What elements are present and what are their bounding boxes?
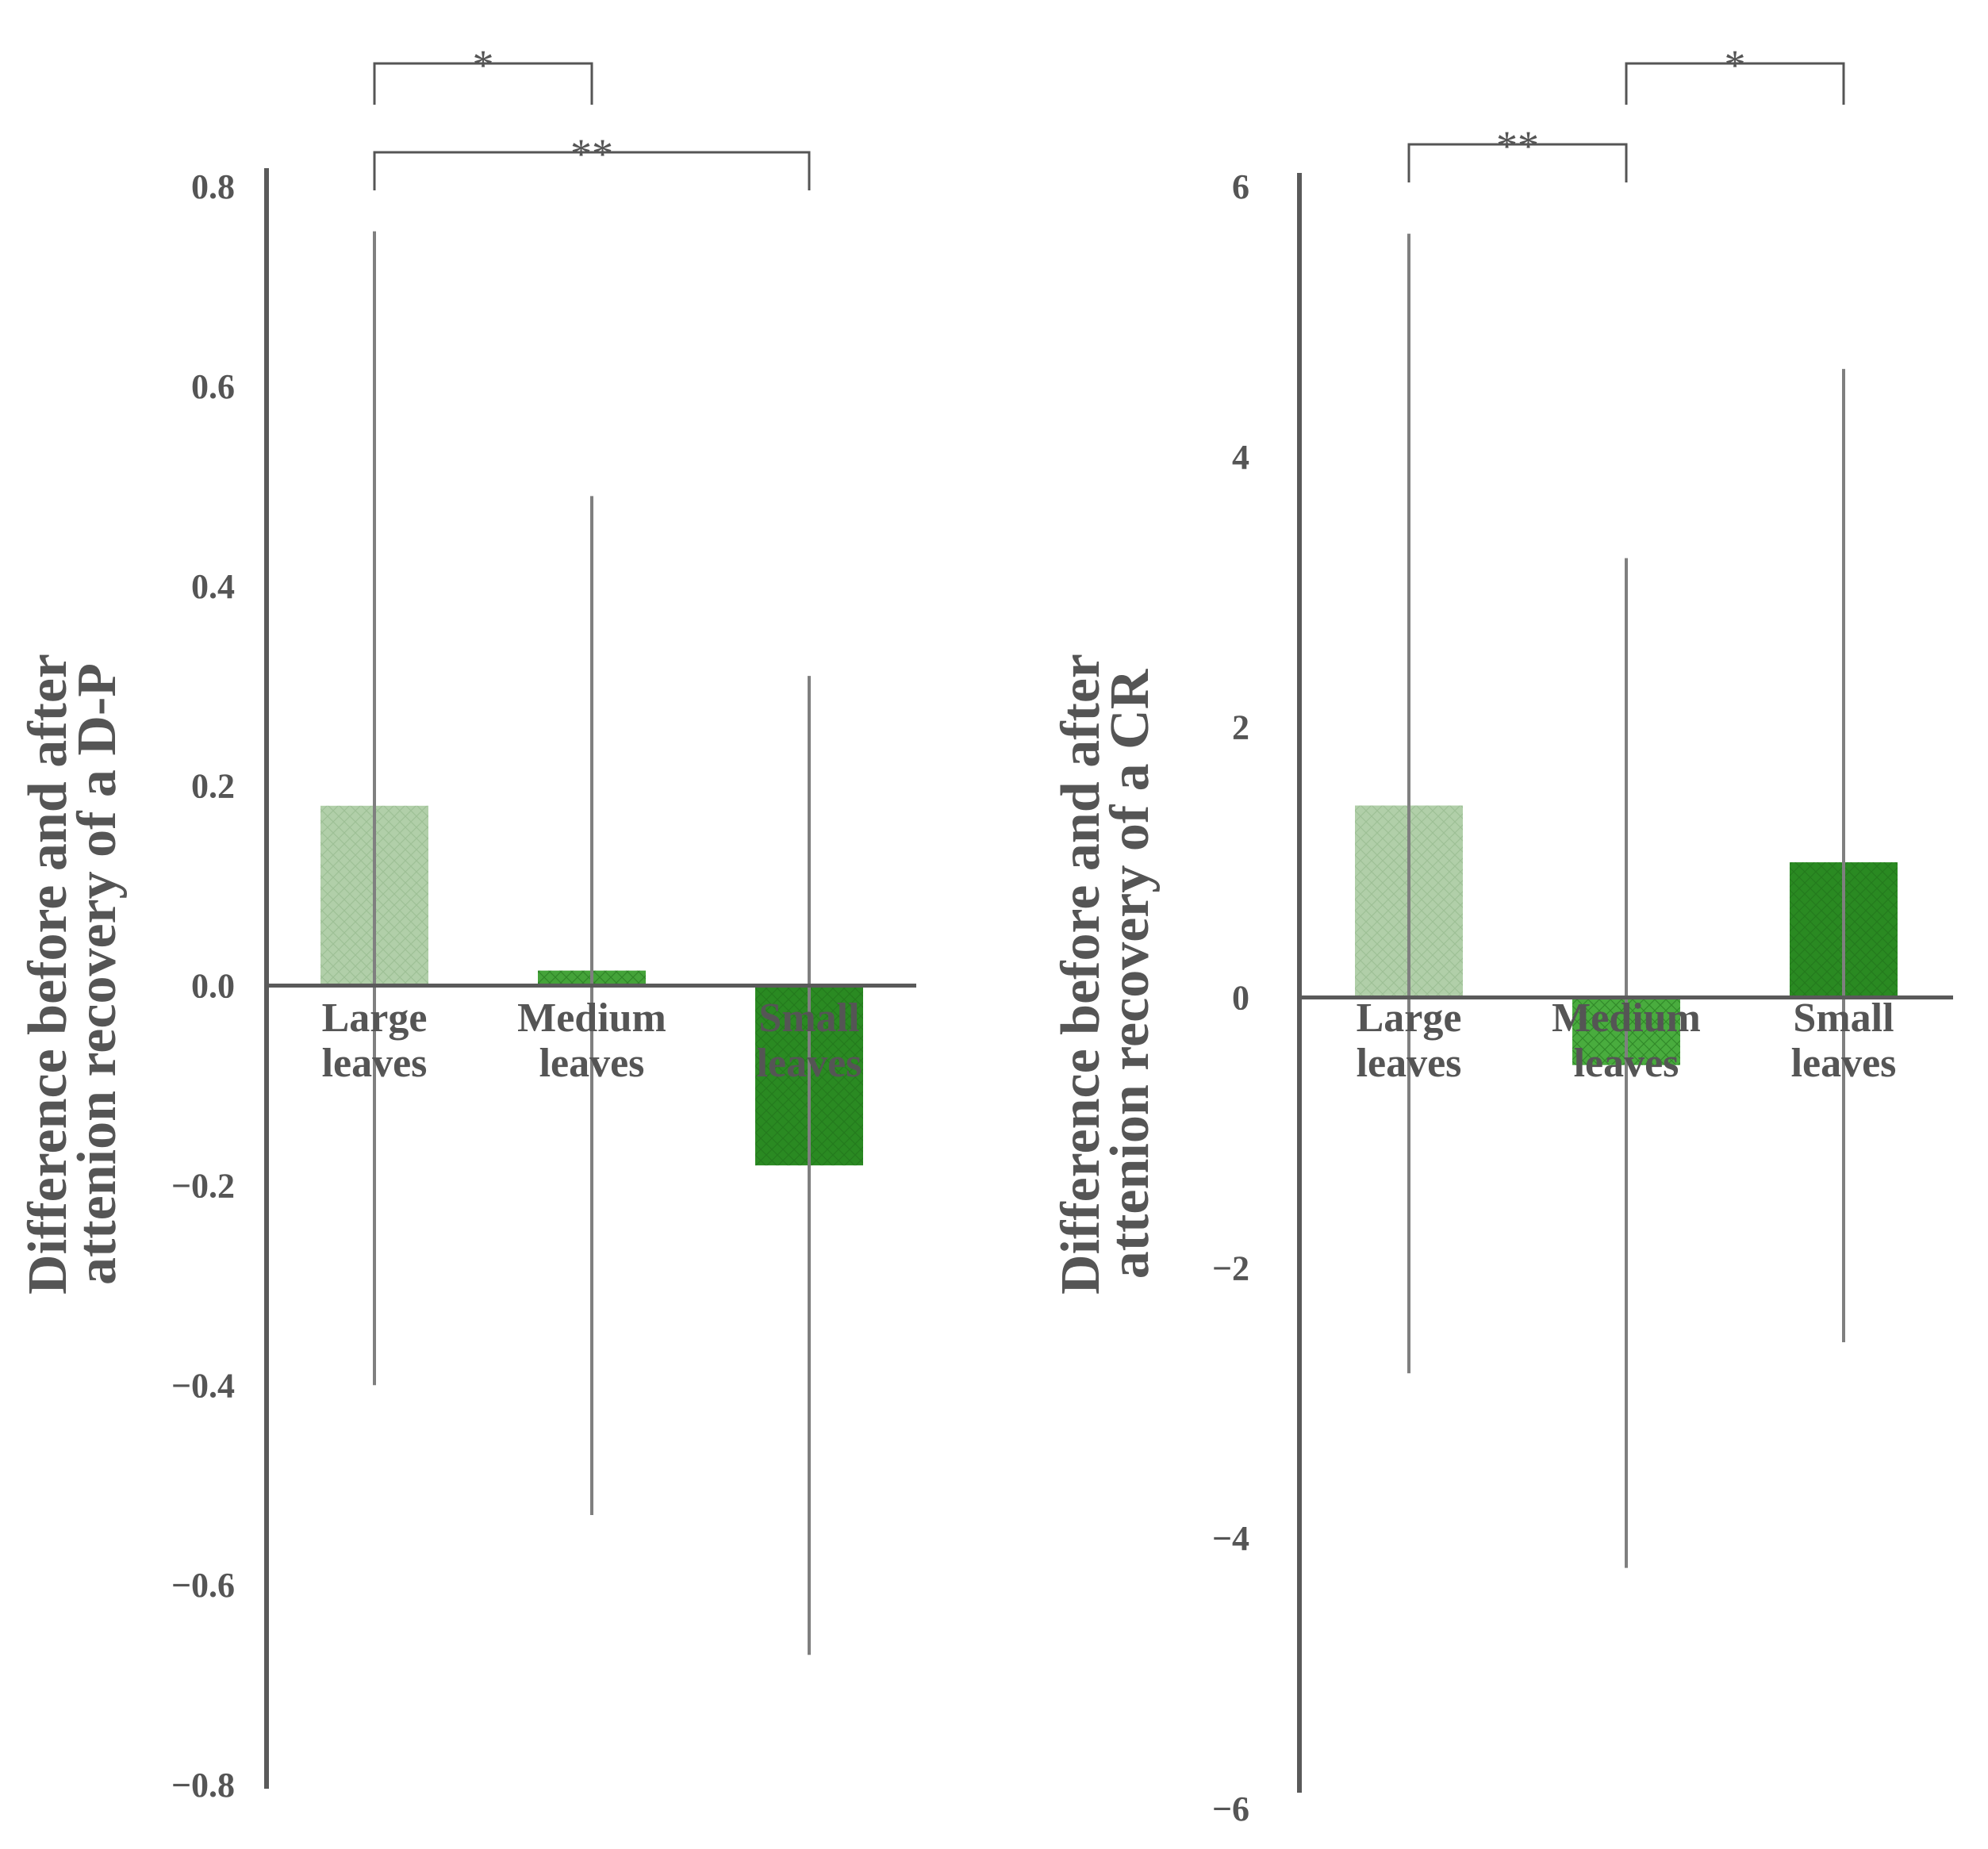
significance-label: * [473, 41, 494, 89]
y-axis-title-line2: attenion recovery of a D-P [67, 663, 128, 1285]
y-tick-label: 4 [1232, 438, 1249, 477]
y-tick-label: 0 [1232, 979, 1249, 1018]
y-axis-title-line2: attenion recovery of a CR [1100, 668, 1161, 1279]
y-tick-label: 0.4 [191, 567, 235, 606]
chart-dp-difference: 0.80.60.40.20.0−0.2−0.4−0.6−0.8Largeleav… [17, 41, 916, 1805]
x-tick-label: leaves [1791, 1041, 1897, 1086]
y-tick-label: −4 [1212, 1519, 1249, 1558]
y-tick-label: 0.8 [191, 167, 235, 206]
y-axis-title-line1: Difference before and after [17, 654, 79, 1295]
significance-label: * [1725, 41, 1746, 89]
y-tick-label: 0.0 [191, 967, 235, 1006]
x-tick-label: leaves [539, 1041, 645, 1086]
significance-label: ** [570, 130, 613, 178]
y-tick-label: 0.6 [191, 367, 235, 406]
y-tick-label: −2 [1212, 1249, 1249, 1287]
chart-cr-difference: 6420−2−4−6LargeleavesMediumleavesSmallle… [1050, 41, 1953, 1828]
significance-bracket [373, 151, 811, 190]
significance-bracket [1625, 62, 1845, 105]
y-tick-label: −0.2 [171, 1166, 235, 1205]
x-tick-label: Large [322, 995, 428, 1041]
x-tick-label: leaves [322, 1041, 428, 1086]
y-tick-label: 2 [1232, 708, 1249, 747]
significance-label: ** [1496, 122, 1539, 170]
y-tick-label: −0.6 [171, 1566, 235, 1605]
x-tick-label: leaves [1357, 1041, 1462, 1086]
x-tick-label: Large [1357, 995, 1462, 1041]
x-tick-label: Medium [517, 995, 666, 1041]
y-tick-label: −0.4 [171, 1366, 235, 1405]
y-tick-label: 6 [1232, 167, 1249, 206]
y-tick-label: 0.2 [191, 767, 235, 806]
y-tick-label: −0.8 [171, 1766, 235, 1805]
y-tick-label: −6 [1212, 1790, 1249, 1828]
x-tick-label: leaves [1574, 1041, 1679, 1086]
x-tick-label: leaves [757, 1041, 862, 1086]
x-tick-label: Small [758, 995, 859, 1041]
significance-bracket [373, 62, 593, 105]
y-axis-title-line1: Difference before and after [1050, 654, 1111, 1295]
x-tick-label: Medium [1552, 995, 1701, 1041]
significance-bracket [1407, 143, 1628, 182]
x-tick-label: Small [1793, 995, 1894, 1041]
